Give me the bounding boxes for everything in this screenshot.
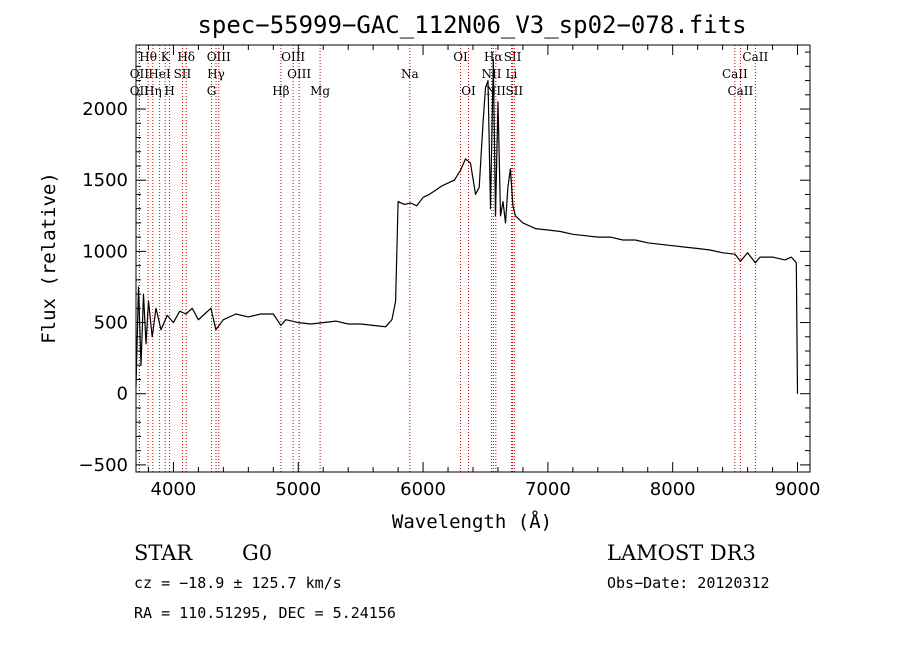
line-marker-label: OII <box>130 84 150 98</box>
redshift-text: cz = −18.9 ± 125.7 km/s <box>134 574 342 592</box>
line-marker-label: OII <box>130 67 150 81</box>
x-axis-label: Wavelength (Å) <box>392 510 552 533</box>
plot-area <box>135 58 799 394</box>
line-marker-label: OIII <box>207 50 231 64</box>
line-marker-label: OIII <box>281 50 305 64</box>
line-marker-label: HeI <box>148 67 171 81</box>
y-tick-label: 2000 <box>82 99 128 120</box>
line-marker-label: Hδ <box>177 50 195 64</box>
line-marker-label: Li <box>506 67 518 81</box>
y-axis: −500 0 500 1000 1500 2000 <box>79 51 810 476</box>
line-marker-label: Hβ <box>272 84 289 98</box>
x-tick-label: 8000 <box>650 479 696 500</box>
line-marker-label: CaII <box>722 67 748 81</box>
line-marker-label: CaII <box>727 84 753 98</box>
line-marker-label: OI <box>461 84 476 98</box>
y-tick-label: 1500 <box>82 170 128 191</box>
y-axis-label: Flux (relative) <box>38 172 60 344</box>
x-tick-label: 4000 <box>151 479 197 500</box>
line-marker-label: Hθ <box>139 50 157 64</box>
x-axis: 4000 5000 6000 7000 8000 9000 <box>147 45 821 500</box>
x-tick-label: 9000 <box>775 479 821 500</box>
y-tick-label: −500 <box>79 455 128 476</box>
survey-name: LAMOST DR3 <box>607 541 756 565</box>
line-marker-label: K <box>161 50 171 64</box>
y-tick-label: 0 <box>117 384 128 405</box>
line-marker-label: H <box>164 84 174 98</box>
coordinates-text: RA = 110.51295, DEC = 5.24156 <box>134 604 396 622</box>
x-tick-label: 7000 <box>525 479 571 500</box>
line-marker-label: G <box>207 84 217 98</box>
line-marker-label: CaII <box>742 50 768 64</box>
line-marker-label: Hα <box>484 50 503 64</box>
plot-frame <box>135 44 811 473</box>
line-marker-label: Hη <box>144 84 162 98</box>
x-tick-label: 6000 <box>400 479 446 500</box>
line-marker-label: Na <box>401 67 419 81</box>
x-tick-label: 5000 <box>275 479 321 500</box>
line-marker-label: SII <box>504 50 522 64</box>
object-class: STAR <box>134 541 193 565</box>
spectrum-line <box>135 58 799 394</box>
line-marker-label: NII <box>481 67 501 81</box>
y-tick-label: 1000 <box>82 241 128 262</box>
y-tick-label: 500 <box>94 313 128 334</box>
line-marker-label: Hγ <box>207 67 225 81</box>
chart-title: spec−55999−GAC_112N06_V3_sp02−078.fits <box>197 11 746 39</box>
line-marker-label: SII <box>174 67 192 81</box>
line-marker-label: NII <box>486 84 506 98</box>
line-marker-label: OI <box>453 50 468 64</box>
observation-date: Obs−Date: 20120312 <box>607 574 770 592</box>
line-marker-label: OIII <box>287 67 311 81</box>
object-subclass: G0 <box>242 541 272 565</box>
line-marker-label: SII <box>505 84 523 98</box>
line-marker-label: Mg <box>310 84 330 98</box>
